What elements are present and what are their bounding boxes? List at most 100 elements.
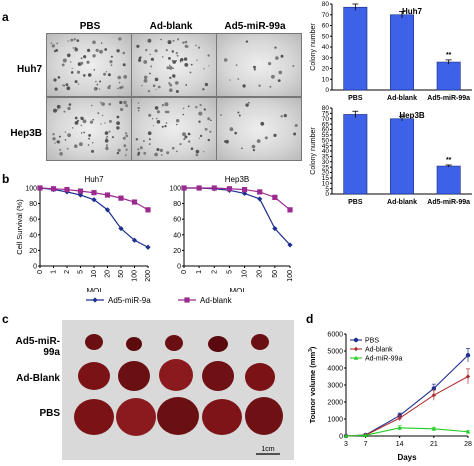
y-tick-label: 100	[169, 186, 181, 193]
x-tick-label: 1	[196, 270, 203, 274]
y-tick-label: 50	[322, 137, 330, 144]
tumor-row-ad5-mir-99a	[85, 334, 269, 352]
tumor-row-label-pbs: PBS	[39, 408, 60, 419]
y-tick-label: 80	[173, 201, 181, 208]
significance-mark: **	[446, 157, 452, 164]
y-tick-label: 40	[322, 44, 330, 51]
data-point	[343, 433, 349, 438]
legend-marker	[184, 297, 190, 303]
y-tick-label: 30	[322, 55, 330, 62]
data-point	[431, 426, 437, 431]
y-tick-label: 20	[29, 248, 37, 255]
y-tick-label: 10	[322, 76, 330, 83]
bar	[436, 165, 461, 195]
y-tick-label: 50	[322, 33, 330, 40]
data-point	[91, 190, 97, 196]
chart-title: Huh7	[402, 7, 423, 16]
x-tick-label: 20	[257, 270, 264, 278]
data-point	[118, 225, 124, 232]
x-tick-label: 2	[211, 270, 218, 274]
data-point	[211, 185, 217, 191]
bar	[390, 118, 414, 195]
data-point	[77, 192, 84, 198]
y-tick-label: 40	[322, 148, 330, 155]
y-tick-label: 0	[325, 87, 329, 94]
legend-label: Ad-blank	[200, 296, 233, 305]
tumor-row-label-ad-blank: Ad-Blank	[16, 373, 60, 384]
y-tick-label: 70	[322, 12, 330, 19]
data-point	[37, 185, 43, 191]
tumor-row-label-ad5-mir-99a: Ad5-miR-99a	[15, 336, 60, 358]
data-point	[431, 393, 437, 398]
x-tick-label: 20	[105, 270, 112, 278]
data-point	[196, 185, 202, 191]
legend-label: Ad-blank	[365, 347, 393, 354]
y-tick-label: 70	[322, 116, 330, 123]
y-tick-label: 40	[173, 232, 181, 239]
bar	[390, 14, 414, 91]
micrograph-hep3b-pbs	[46, 97, 132, 161]
data-point	[272, 194, 278, 200]
data-point	[145, 207, 151, 213]
x-tick-label: 1	[51, 270, 58, 274]
x-tick-label: 200	[145, 270, 152, 282]
tumor-photograph: 1cm	[62, 320, 294, 460]
survival-chart-legend: Ad5-miR-9a Ad-blank	[86, 296, 233, 305]
x-tick-label: 50	[272, 270, 279, 278]
chart-title: Hep3B	[225, 175, 249, 184]
y-tick-label: 5000	[327, 349, 343, 356]
data-point	[131, 237, 138, 243]
y-tick-label: 75	[322, 111, 330, 118]
legend-label: Ad5-miR-9a	[108, 296, 151, 305]
bar	[436, 61, 461, 91]
legend-marker	[353, 337, 359, 343]
tumor-row-ad-blank	[78, 359, 275, 391]
micrograph-huh7-ad-blank	[131, 33, 217, 97]
data-point	[465, 429, 471, 434]
x-axis-label: MOI	[86, 287, 101, 292]
data-point	[431, 386, 437, 391]
y-tick-label: 30	[322, 159, 330, 166]
x-tick-label: 2	[64, 270, 71, 274]
x-tick-label: 5	[78, 270, 85, 274]
legend-marker	[353, 346, 359, 352]
huh7-colony-bar-chart: 0 10 20 30 40 50 60 70 80 Colony number Huh7 PBS Ad-…	[310, 1, 472, 102]
data-point	[397, 415, 402, 421]
y-axis-label: Colony number	[310, 127, 317, 175]
data-point	[257, 189, 263, 195]
hep3b-survival-line-chart: 0 20 40 60 80 100 0 1 2 5 10 20 50 100 MOI Hep3B	[169, 175, 294, 292]
data-point	[181, 185, 187, 191]
data-point	[363, 433, 368, 438]
y-tick-label: 0	[339, 434, 343, 441]
data-point	[465, 374, 471, 379]
x-tick-label: 50	[118, 270, 125, 278]
data-point	[287, 242, 293, 248]
panel-letter-a: a	[2, 10, 9, 24]
y-tick-label: 2000	[327, 400, 343, 407]
y-tick-label: 55	[322, 132, 330, 139]
y-tick-label: 15	[322, 175, 330, 182]
y-tick-label: 80	[322, 105, 330, 112]
x-tick-label: 28	[464, 441, 472, 448]
x-tick-label: 10	[91, 270, 98, 278]
data-point	[241, 186, 248, 193]
x-tick-label: 5	[226, 270, 233, 274]
data-point	[465, 353, 471, 358]
data-point	[91, 197, 97, 203]
bar	[343, 114, 368, 195]
y-tick-label: 6000	[327, 332, 343, 339]
y-tick-label: 35	[322, 154, 330, 161]
data-point	[287, 207, 293, 213]
micrograph-hep3b-ad-blank	[131, 97, 217, 161]
data-point	[397, 425, 402, 430]
y-tick-label: 80	[29, 201, 37, 208]
micrograph-hep3b-ad5-mir-99a	[216, 97, 302, 161]
panel-letter-b: b	[2, 172, 10, 186]
tumor-row-pbs	[74, 397, 283, 436]
chart-title: Huh7	[84, 175, 104, 184]
y-tick-label: 10	[322, 180, 330, 187]
legend-label: Ad-miR-99a	[365, 356, 402, 363]
significance-mark: **	[446, 52, 452, 59]
x-tick-label: 3	[344, 441, 348, 448]
series-line	[345, 354, 469, 437]
